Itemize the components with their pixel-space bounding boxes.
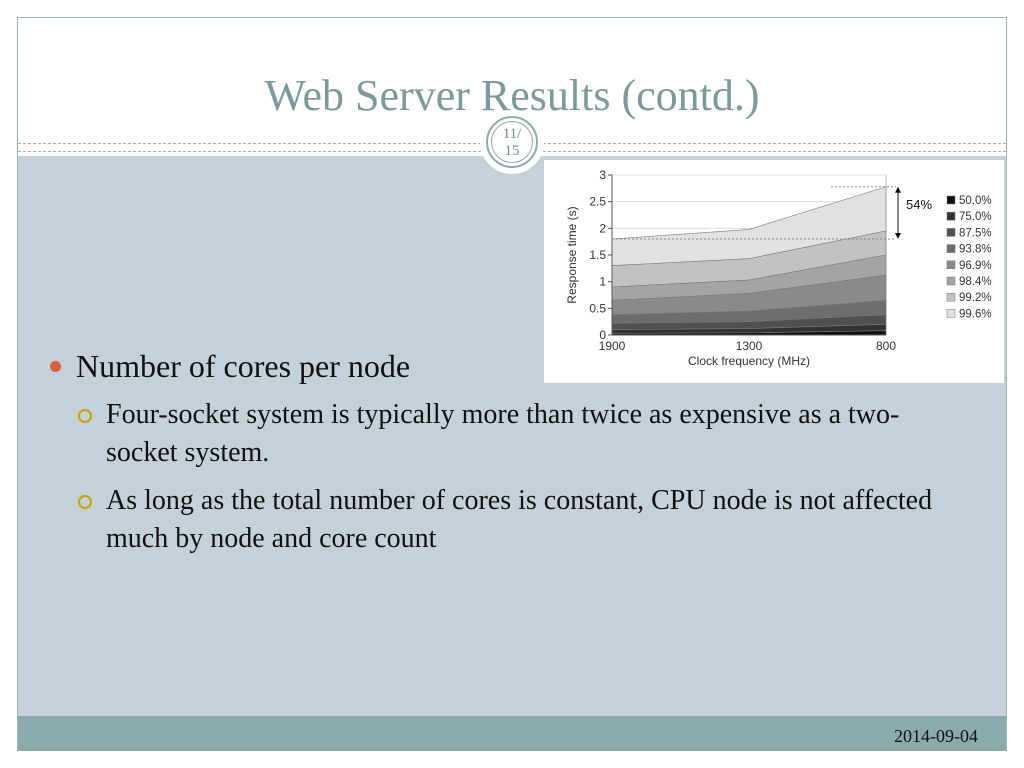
bullet-main-text: Number of cores per node xyxy=(76,348,411,384)
legend-swatch xyxy=(946,195,956,205)
y-tick-label: 0.5 xyxy=(589,301,606,315)
page-badge-inner-ring xyxy=(491,121,533,163)
bullet-dot-icon xyxy=(50,361,61,372)
legend-label: 50.0% xyxy=(959,195,992,207)
x-tick-label: 1300 xyxy=(736,339,763,353)
legend-label: 99.2% xyxy=(959,292,992,304)
response-time-chart: 0 0.5 1 1.5 2 2.5 3 1900 1300 800 Clock frequency … xyxy=(544,160,1004,383)
arrow-up-icon xyxy=(895,186,901,193)
legend-label: 96.9% xyxy=(959,260,992,272)
x-axis-label: Clock frequency (MHz) xyxy=(688,354,810,368)
annotation-label: 54% xyxy=(906,197,932,212)
legend-swatch xyxy=(946,309,956,318)
bullet-list: Number of cores per node Four-socket sys… xyxy=(48,346,978,558)
arrow-down-icon xyxy=(895,233,901,239)
x-tick-label: 800 xyxy=(876,339,896,353)
bullet-main: Number of cores per node xyxy=(48,346,978,386)
y-tick-label: 2 xyxy=(599,221,606,235)
legend-swatch xyxy=(946,260,956,270)
sub-bullet-1: Four-socket system is typically more tha… xyxy=(78,396,958,472)
sub-bullet-ring-icon xyxy=(78,495,92,509)
legend-label: 75.0% xyxy=(959,211,992,223)
sub-bullet-2: As long as the total number of cores is … xyxy=(78,482,958,558)
y-tick-label: 0 xyxy=(599,328,606,342)
y-tick-label: 3 xyxy=(599,168,606,182)
legend-label: 93.8% xyxy=(959,244,992,256)
sub-bullet-2-text: As long as the total number of cores is … xyxy=(106,485,933,554)
y-axis-label: Response time (s) xyxy=(565,206,579,303)
y-tick-label: 2.5 xyxy=(589,195,606,209)
legend-swatch xyxy=(946,244,956,253)
y-tick-label: 1.5 xyxy=(589,248,606,262)
page-number-total: 15 xyxy=(504,143,520,159)
page-number-badge: 11/ 15 xyxy=(480,110,544,174)
footer-bar: 2014-09-04 xyxy=(18,716,1006,751)
footer-date: 2014-09-04 xyxy=(894,726,978,746)
legend-label: 87.5% xyxy=(959,227,992,239)
sub-bullet-1-text: Four-socket system is typically more tha… xyxy=(106,399,900,468)
legend-label: 99.6% xyxy=(959,308,992,320)
legend-label: 98.4% xyxy=(959,276,992,288)
page-number-current: 11/ xyxy=(502,126,522,142)
x-tick-label: 1900 xyxy=(599,339,626,353)
sub-bullet-ring-icon xyxy=(78,409,92,423)
legend-swatch xyxy=(946,276,956,286)
legend-swatch xyxy=(946,228,956,237)
legend-swatch xyxy=(946,292,956,302)
chart-canvas: 0 0.5 1 1.5 2 2.5 3 1900 1300 800 Clock frequency … xyxy=(565,168,992,368)
y-tick-label: 1 xyxy=(599,275,606,289)
legend-swatch xyxy=(946,211,956,221)
page-badge-ring xyxy=(486,116,538,168)
